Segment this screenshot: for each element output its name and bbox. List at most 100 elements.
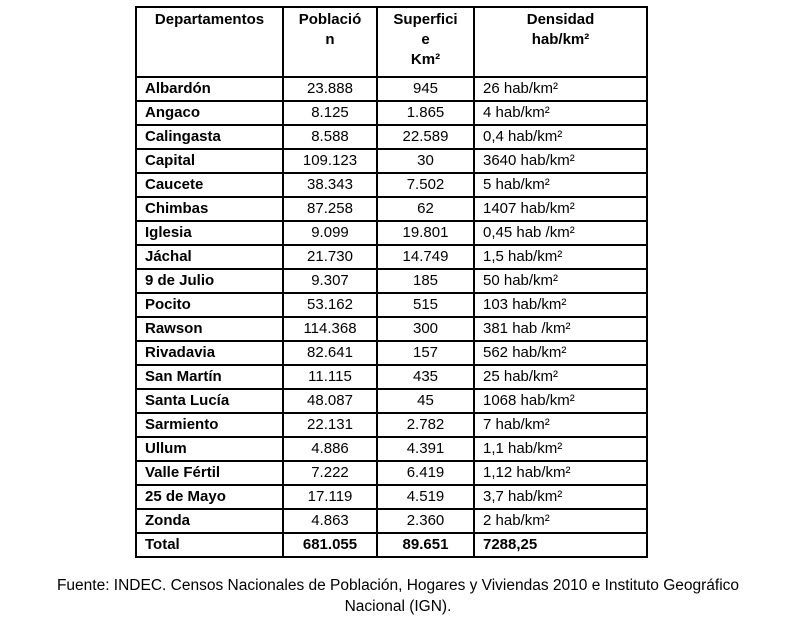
table-row: Rawson 114.368 300 381 hab /km² xyxy=(135,316,648,342)
surface-cell: 22.589 xyxy=(376,124,475,150)
table-row: Sarmiento 22.131 2.782 7 hab/km² xyxy=(135,412,648,438)
department-name-cell: Ullum xyxy=(135,436,284,462)
population-cell: 38.343 xyxy=(282,172,378,198)
table-row: Capital 109.123 30 3640 hab/km² xyxy=(135,148,648,174)
surface-cell: 515 xyxy=(376,292,475,318)
total-label-cell: Total xyxy=(135,532,284,558)
header-line: hab/km² xyxy=(531,31,590,48)
table-footer: Total 681.055 89.651 7288,25 xyxy=(135,532,648,558)
surface-cell: 1.865 xyxy=(376,100,475,126)
header-line: Població xyxy=(298,11,362,28)
header-line: e xyxy=(421,31,430,48)
population-cell: 114.368 xyxy=(282,316,378,342)
department-name-cell: Angaco xyxy=(135,100,284,126)
header-line: Superfici xyxy=(393,11,458,28)
surface-cell: 6.419 xyxy=(376,460,475,486)
department-name-cell: Caucete xyxy=(135,172,284,198)
surface-cell: 45 xyxy=(376,388,475,414)
density-cell: 1407 hab/km² xyxy=(473,196,648,222)
population-cell: 7.222 xyxy=(282,460,378,486)
surface-cell: 435 xyxy=(376,364,475,390)
department-name-cell: Zonda xyxy=(135,508,284,534)
department-name-cell: Chimbas xyxy=(135,196,284,222)
department-name-cell: Santa Lucía xyxy=(135,388,284,414)
table-row: Rivadavia 82.641 157 562 hab/km² xyxy=(135,340,648,366)
population-cell: 4.886 xyxy=(282,436,378,462)
departments-table: Departamentos Població n Superfici e Km²… xyxy=(135,6,648,558)
department-name-cell: 25 de Mayo xyxy=(135,484,284,510)
table-row: Ullum 4.886 4.391 1,1 hab/km² xyxy=(135,436,648,462)
density-cell: 1,1 hab/km² xyxy=(473,436,648,462)
surface-cell: 157 xyxy=(376,340,475,366)
density-cell: 25 hab/km² xyxy=(473,364,648,390)
total-population-cell: 681.055 xyxy=(282,532,378,558)
surface-cell: 30 xyxy=(376,148,475,174)
density-cell: 50 hab/km² xyxy=(473,268,648,294)
surface-cell: 7.502 xyxy=(376,172,475,198)
header-line: Departamentos xyxy=(154,11,265,28)
department-name-cell: Rivadavia xyxy=(135,340,284,366)
density-cell: 0,4 hab/km² xyxy=(473,124,648,150)
population-cell: 82.641 xyxy=(282,340,378,366)
department-name-cell: Valle Fértil xyxy=(135,460,284,486)
population-cell: 48.087 xyxy=(282,388,378,414)
total-surface-cell: 89.651 xyxy=(376,532,475,558)
column-header-poblacion: Població n xyxy=(282,6,378,78)
source-note-line1: Fuente: INDEC. Censos Nacionales de Pobl… xyxy=(56,577,740,594)
surface-cell: 2.360 xyxy=(376,508,475,534)
surface-cell: 300 xyxy=(376,316,475,342)
source-note: Fuente: INDEC. Censos Nacionales de Pobl… xyxy=(0,575,796,617)
surface-cell: 14.749 xyxy=(376,244,475,270)
column-header-superficie: Superfici e Km² xyxy=(376,6,475,78)
department-name-cell: Pocito xyxy=(135,292,284,318)
population-cell: 22.131 xyxy=(282,412,378,438)
population-cell: 4.863 xyxy=(282,508,378,534)
surface-cell: 4.519 xyxy=(376,484,475,510)
density-cell: 2 hab/km² xyxy=(473,508,648,534)
table-row: Caucete 38.343 7.502 5 hab/km² xyxy=(135,172,648,198)
table-row: Iglesia 9.099 19.801 0,45 hab /km² xyxy=(135,220,648,246)
department-name-cell: Iglesia xyxy=(135,220,284,246)
surface-cell: 19.801 xyxy=(376,220,475,246)
department-name-cell: Rawson xyxy=(135,316,284,342)
table-row: Pocito 53.162 515 103 hab/km² xyxy=(135,292,648,318)
population-cell: 17.119 xyxy=(282,484,378,510)
surface-cell: 945 xyxy=(376,76,475,102)
density-cell: 7 hab/km² xyxy=(473,412,648,438)
density-cell: 562 hab/km² xyxy=(473,340,648,366)
density-cell: 26 hab/km² xyxy=(473,76,648,102)
table-row: Albardón 23.888 945 26 hab/km² xyxy=(135,76,648,102)
table-row: Zonda 4.863 2.360 2 hab/km² xyxy=(135,508,648,534)
table-row: Valle Fértil 7.222 6.419 1,12 hab/km² xyxy=(135,460,648,486)
table-row: 25 de Mayo 17.119 4.519 3,7 hab/km² xyxy=(135,484,648,510)
table-row: Calingasta 8.588 22.589 0,4 hab/km² xyxy=(135,124,648,150)
table-row: Jáchal 21.730 14.749 1,5 hab/km² xyxy=(135,244,648,270)
department-name-cell: Capital xyxy=(135,148,284,174)
density-cell: 4 hab/km² xyxy=(473,100,648,126)
population-cell: 11.115 xyxy=(282,364,378,390)
table-body: Albardón 23.888 945 26 hab/km² Angaco 8.125 1.… xyxy=(135,76,648,534)
density-cell: 381 hab /km² xyxy=(473,316,648,342)
department-name-cell: Jáchal xyxy=(135,244,284,270)
density-cell: 0,45 hab /km² xyxy=(473,220,648,246)
density-cell: 5 hab/km² xyxy=(473,172,648,198)
source-note-line2: Nacional (IGN). xyxy=(344,598,452,615)
table-row: Angaco 8.125 1.865 4 hab/km² xyxy=(135,100,648,126)
header-line: Densidad xyxy=(526,11,595,28)
population-cell: 53.162 xyxy=(282,292,378,318)
population-cell: 109.123 xyxy=(282,148,378,174)
table-header-row: Departamentos Població n Superfici e Km²… xyxy=(135,6,648,78)
surface-cell: 62 xyxy=(376,196,475,222)
department-name-cell: Calingasta xyxy=(135,124,284,150)
table-row: Santa Lucía 48.087 45 1068 hab/km² xyxy=(135,388,648,414)
density-cell: 103 hab/km² xyxy=(473,292,648,318)
population-cell: 23.888 xyxy=(282,76,378,102)
density-cell: 1,5 hab/km² xyxy=(473,244,648,270)
population-cell: 87.258 xyxy=(282,196,378,222)
total-row: Total 681.055 89.651 7288,25 xyxy=(135,532,648,558)
population-cell: 21.730 xyxy=(282,244,378,270)
total-density-cell: 7288,25 xyxy=(473,532,648,558)
density-cell: 3640 hab/km² xyxy=(473,148,648,174)
surface-cell: 2.782 xyxy=(376,412,475,438)
table-header: Departamentos Població n Superfici e Km²… xyxy=(135,6,648,78)
